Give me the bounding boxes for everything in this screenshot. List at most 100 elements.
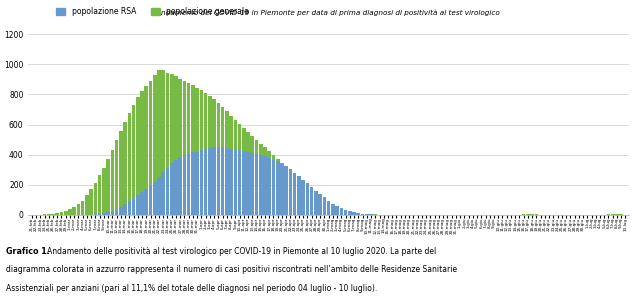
Bar (157, 177, 161, 215)
Bar (85, 196, 89, 215)
Bar (251, 153, 254, 215)
Bar (331, 205, 335, 215)
Bar (98, 214, 101, 215)
Bar (323, 199, 326, 215)
Bar (369, 214, 373, 215)
Bar (208, 96, 211, 215)
Bar (268, 151, 271, 215)
Bar (123, 204, 127, 215)
Bar (306, 186, 309, 215)
Bar (106, 159, 110, 215)
Bar (196, 88, 199, 215)
Bar (234, 120, 237, 215)
Bar (293, 173, 296, 215)
Bar (335, 206, 339, 215)
Bar (68, 209, 72, 215)
Bar (352, 212, 356, 215)
Bar (238, 124, 241, 215)
Text: Assistenziali per anziani (pari al 11,1% del totale delle diagnosi nel periodo 0: Assistenziali per anziani (pari al 11,1%… (6, 284, 377, 293)
Bar (268, 158, 271, 215)
Bar (280, 163, 284, 215)
Bar (327, 203, 330, 215)
Bar (115, 140, 118, 215)
Bar (191, 152, 195, 215)
Bar (297, 178, 301, 215)
Bar (276, 161, 280, 215)
Bar (229, 149, 233, 215)
Bar (81, 201, 84, 215)
Bar (161, 172, 165, 215)
Bar (327, 201, 330, 215)
Bar (47, 214, 51, 215)
Bar (284, 167, 288, 215)
Text: diagramma colorata in azzurro rappresenta il numero di casi positivi riscontrati: diagramma colorata in azzurro rappresent… (6, 265, 458, 275)
Bar (620, 214, 623, 215)
Bar (280, 164, 284, 215)
Bar (102, 167, 106, 215)
Bar (216, 147, 220, 215)
Bar (301, 182, 305, 215)
Bar (221, 148, 225, 215)
Bar (149, 185, 153, 215)
Bar (94, 214, 97, 215)
Bar (166, 73, 169, 215)
Bar (136, 196, 140, 215)
Bar (611, 214, 615, 215)
Bar (314, 191, 318, 215)
Bar (60, 212, 63, 215)
Bar (187, 154, 191, 215)
Bar (369, 214, 373, 215)
Bar (166, 167, 169, 215)
Bar (170, 74, 173, 215)
Bar (276, 159, 280, 215)
Bar (153, 75, 156, 215)
Bar (356, 213, 360, 215)
Bar (225, 148, 229, 215)
Bar (39, 214, 42, 215)
Bar (339, 208, 343, 215)
Bar (42, 214, 46, 215)
Bar (153, 182, 156, 215)
Bar (318, 196, 322, 215)
Bar (196, 152, 199, 215)
Bar (335, 207, 339, 215)
Bar (259, 155, 263, 215)
Bar (526, 214, 530, 215)
Bar (144, 189, 148, 215)
Bar (179, 157, 182, 215)
Bar (72, 207, 76, 215)
Bar (136, 98, 140, 215)
Bar (251, 136, 254, 215)
Bar (306, 183, 309, 215)
Bar (539, 214, 542, 215)
Bar (314, 193, 318, 215)
Bar (225, 111, 229, 215)
Bar (221, 107, 225, 215)
Bar (373, 214, 377, 215)
Bar (183, 81, 186, 215)
Bar (238, 150, 241, 215)
Bar (111, 150, 114, 215)
Bar (199, 90, 203, 215)
Bar (119, 131, 123, 215)
Bar (348, 211, 351, 215)
Bar (144, 86, 148, 215)
Bar (187, 83, 191, 215)
Bar (323, 197, 326, 215)
Bar (263, 147, 267, 215)
Legend: popolazione RSA, popolazione generale: popolazione RSA, popolazione generale (56, 7, 249, 16)
Bar (102, 213, 106, 215)
Bar (141, 92, 144, 215)
Bar (254, 140, 258, 215)
Bar (64, 211, 68, 215)
Bar (234, 149, 237, 215)
Bar (352, 212, 356, 215)
Bar (89, 214, 93, 215)
Bar (522, 214, 525, 215)
Bar (344, 210, 348, 215)
Bar (132, 105, 135, 215)
Bar (293, 174, 296, 215)
Bar (263, 156, 267, 215)
Bar (132, 198, 135, 215)
Bar (301, 180, 305, 215)
